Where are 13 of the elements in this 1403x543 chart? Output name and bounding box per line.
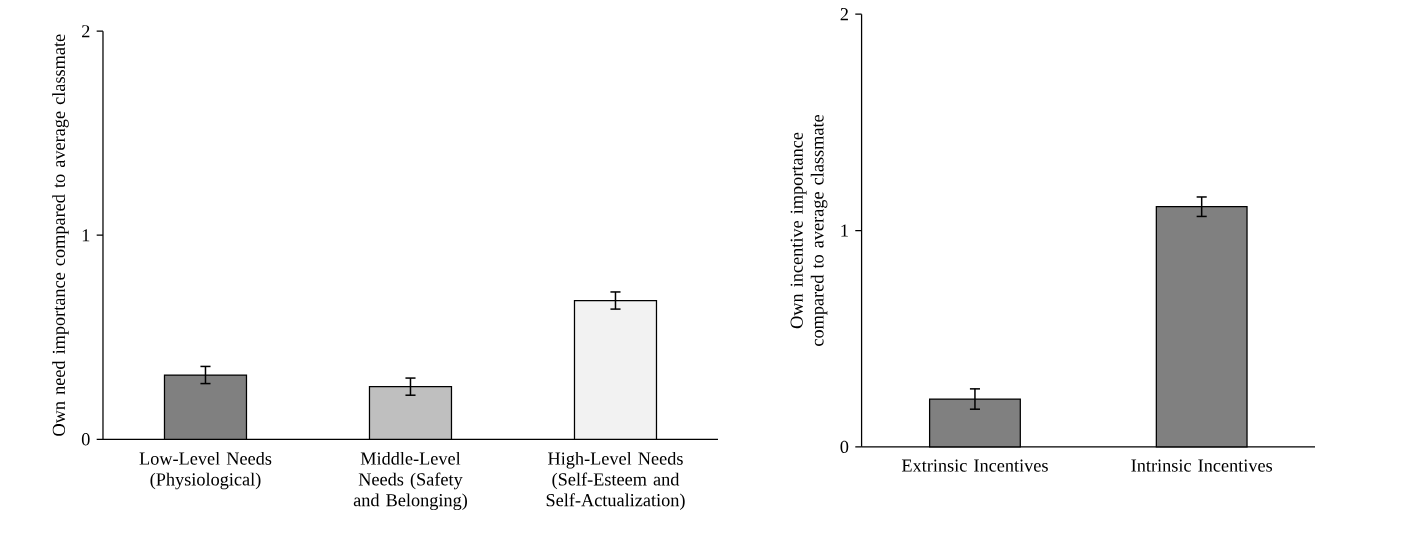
- y-tick-label: 0: [840, 440, 849, 453]
- x-tick-label: Middle-Level Needs (Safety and Belonging): [353, 451, 467, 511]
- y-tick-label: 0: [81, 433, 90, 446]
- y-axis-title: Own need importance compared to average classmate: [52, 34, 69, 436]
- x-tick-label: High-Level Needs (Self-Esteem and Self-Actualization): [546, 451, 685, 510]
- y-axis-title: Own incentive importance compared to average classmate: [790, 114, 828, 346]
- y-tick-label: 2: [82, 25, 90, 38]
- x-tick-label: Low-Level Needs (Physiological): [139, 451, 272, 490]
- y-tick-label: 1: [841, 224, 848, 237]
- y-tick-label: 1: [82, 229, 90, 242]
- x-tick-label: Intrinsic Incentives: [1131, 459, 1273, 472]
- x-tick-label: Extrinsic Incentives: [901, 459, 1048, 472]
- y-tick-label: 2: [840, 8, 848, 21]
